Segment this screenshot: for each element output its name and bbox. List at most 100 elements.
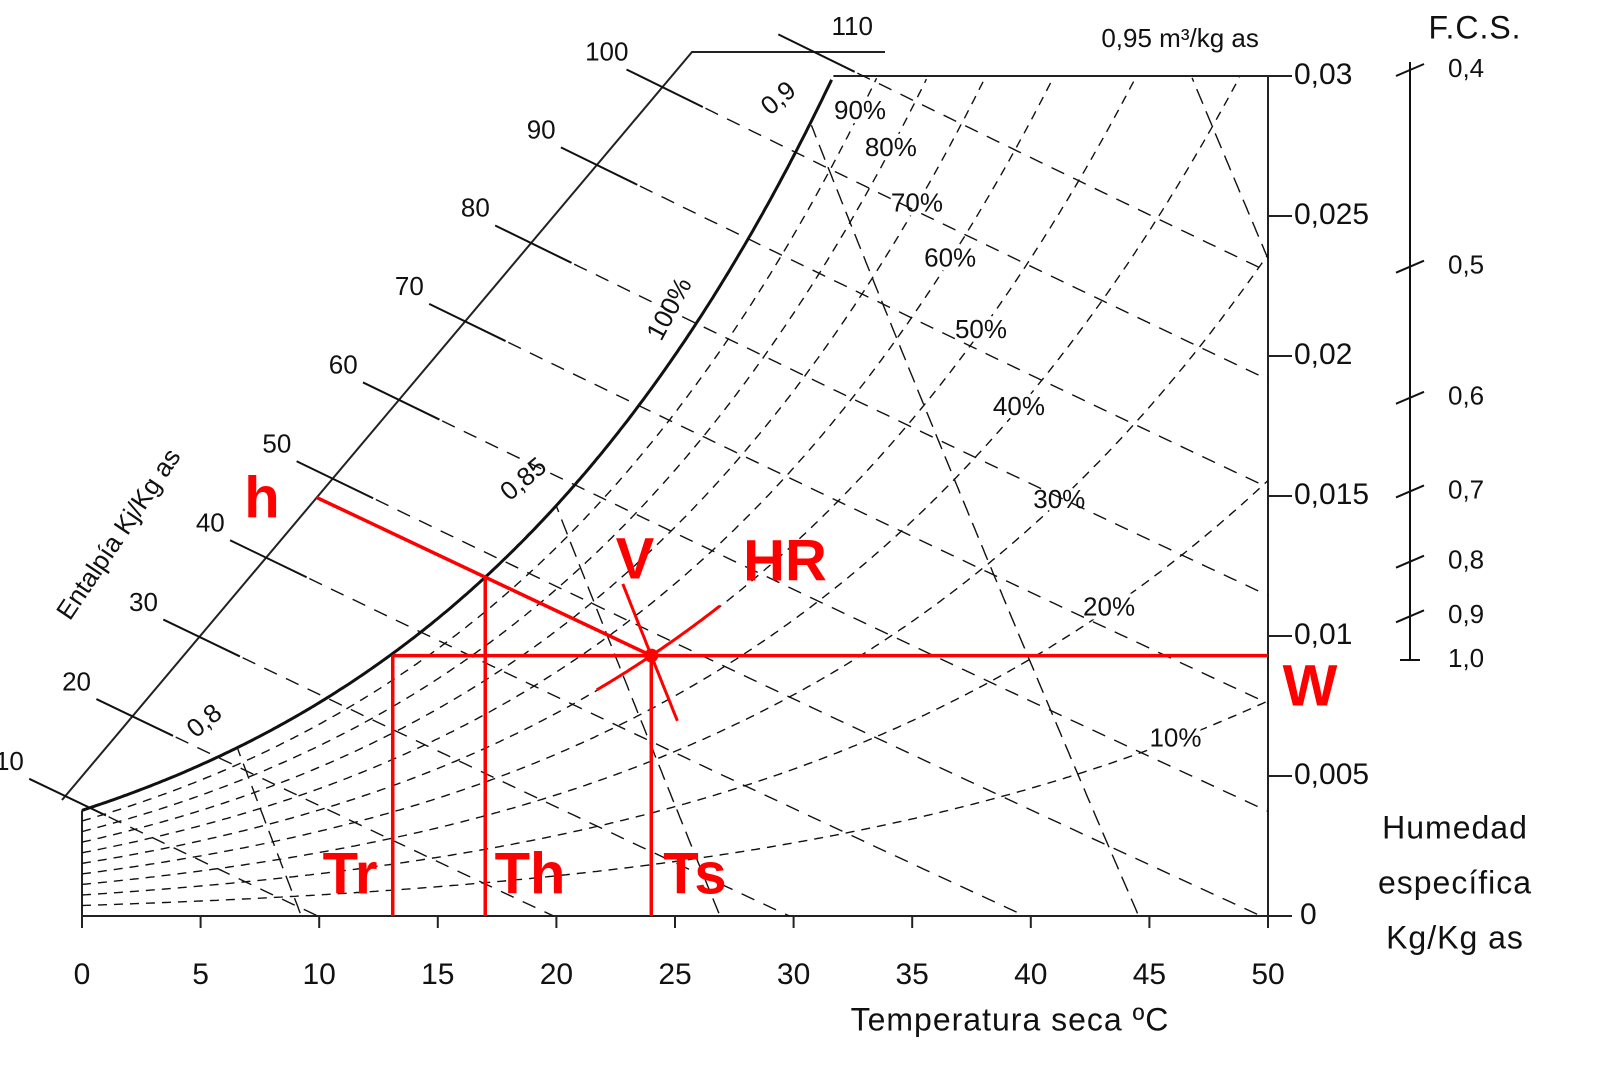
- enthalpy-line: [265, 557, 1026, 917]
- rh-label: 90%: [834, 95, 886, 125]
- fcs-tick: [1395, 390, 1425, 405]
- volume-line: [236, 747, 301, 914]
- x-tick-label: 35: [896, 958, 929, 991]
- state-label: Tr: [323, 841, 378, 906]
- enthalpy-line: [813, 51, 1269, 273]
- volume-label: 0,85: [494, 451, 552, 507]
- fcs-tick: [1395, 484, 1425, 499]
- enthalpy-line: [398, 399, 1269, 812]
- enthalpy-tick-label: 30: [129, 587, 158, 617]
- rh-label: 10%: [1149, 723, 1201, 753]
- saturation-curve: [81, 79, 833, 812]
- x-tick-label: 10: [303, 958, 336, 991]
- x-tick-label: 40: [1014, 958, 1047, 991]
- fcs-tick-label: 0,5: [1448, 250, 1484, 280]
- enthalpy-tick: [777, 33, 856, 73]
- state-label: Th: [495, 841, 566, 906]
- enthalpy-tick: [229, 539, 308, 579]
- x-tick-label: 15: [421, 958, 454, 991]
- volume-line: [555, 505, 720, 914]
- enthalpy-tick: [494, 224, 572, 264]
- x-axis-label: Temperatura seca ºC: [851, 1001, 1170, 1037]
- y-axis-label: Kg/Kg as: [1386, 919, 1524, 955]
- rh-curve: [81, 700, 1269, 907]
- fcs-tick-label: 0,4: [1448, 53, 1484, 83]
- enthalpy-line: [199, 636, 790, 917]
- rh-state-line: [595, 604, 721, 692]
- fcs-title: F.C.S.: [1428, 9, 1521, 45]
- rh-label: 40%: [993, 391, 1045, 421]
- enthalpy-line: [464, 320, 1269, 705]
- enthalpy-tick: [362, 381, 440, 421]
- y-tick-label: 0,02: [1294, 338, 1352, 371]
- y-tick-label: 0,01: [1294, 618, 1352, 651]
- enthalpy-line: [596, 164, 1269, 489]
- enthalpy-tick-label: 110: [831, 11, 872, 41]
- enthalpy-state-line: [315, 495, 653, 658]
- rh-curve: [81, 479, 1269, 896]
- fcs-tick-label: 0,8: [1448, 545, 1484, 575]
- state-label: HR: [743, 528, 827, 593]
- volume-line: [1191, 77, 1269, 259]
- state-label: W: [1283, 653, 1338, 718]
- enthalpy-label: Entalpía Kj/Kg as: [50, 443, 186, 625]
- x-tick-label: 25: [658, 958, 691, 991]
- y-tick-label: 0,03: [1294, 58, 1352, 91]
- enthalpy-tick-label: 50: [262, 429, 291, 459]
- x-tick-label: 45: [1133, 958, 1166, 991]
- enthalpy-tick-label: 60: [329, 350, 358, 380]
- enthalpy-tick: [296, 460, 374, 500]
- x-tick-label: 5: [192, 958, 209, 991]
- fcs-tick-label: 0,6: [1448, 381, 1484, 411]
- rh-curve: [81, 75, 987, 843]
- enthalpy-tick-label: 100: [585, 37, 628, 67]
- y-tick-label: 0,005: [1294, 758, 1369, 791]
- y-tick-label: 0,025: [1294, 198, 1369, 231]
- volume-label: 0,95 m³/kg as: [1101, 23, 1259, 53]
- enthalpy-tick: [626, 68, 704, 108]
- rh-label: 60%: [924, 242, 976, 272]
- enthalpy-tick: [95, 698, 174, 737]
- fcs-tick-label: 0,7: [1448, 474, 1484, 504]
- fcs-tick: [1395, 63, 1425, 77]
- volume-label: 0,9: [755, 75, 802, 121]
- state-label: V: [616, 526, 655, 591]
- enthalpy-line: [662, 86, 1269, 381]
- rh-label: 20%: [1083, 592, 1135, 622]
- enthalpy-tick: [428, 302, 507, 342]
- enthalpy-tick: [560, 146, 638, 186]
- y-axis-label: específica: [1378, 864, 1532, 900]
- volume-line: [810, 125, 1139, 914]
- enthalpy-tick-label: 90: [527, 115, 556, 145]
- fcs-tick-label: 0,9: [1448, 599, 1484, 629]
- enthalpy-line: [332, 478, 1262, 917]
- rh-label: 70%: [891, 188, 943, 218]
- enthalpy-tick-label: 70: [395, 271, 424, 301]
- fcs-tick: [1395, 609, 1425, 624]
- rh-curve: [81, 253, 1269, 886]
- rh-curve: [81, 78, 928, 833]
- rh-label: 80%: [865, 132, 917, 162]
- state-label: h: [244, 465, 279, 530]
- fcs-tick: [1395, 259, 1425, 274]
- state-label: Ts: [663, 841, 726, 906]
- enthalpy-tick: [28, 777, 107, 817]
- rh-label: 50%: [955, 314, 1007, 344]
- volume-label: 0,8: [181, 697, 228, 743]
- rh-curve: [81, 77, 878, 822]
- fcs-tick: [1395, 554, 1425, 569]
- scale-border: [61, 51, 885, 801]
- y-tick-label: 0: [1300, 898, 1317, 931]
- enthalpy-tick-label: 20: [62, 666, 91, 696]
- x-tick-label: 20: [540, 958, 573, 991]
- fcs-tick-label: 1,0: [1448, 643, 1484, 673]
- y-tick-label: 0,015: [1294, 478, 1369, 511]
- x-tick-label: 50: [1251, 958, 1284, 991]
- enthalpy-tick-label: 10: [0, 746, 24, 776]
- x-tick-label: 30: [777, 958, 810, 991]
- y-axis-label: Humedad: [1382, 809, 1528, 845]
- rh-curve: [81, 79, 1053, 854]
- rh-label: 30%: [1033, 484, 1085, 514]
- enthalpy-tick-label: 40: [196, 508, 225, 538]
